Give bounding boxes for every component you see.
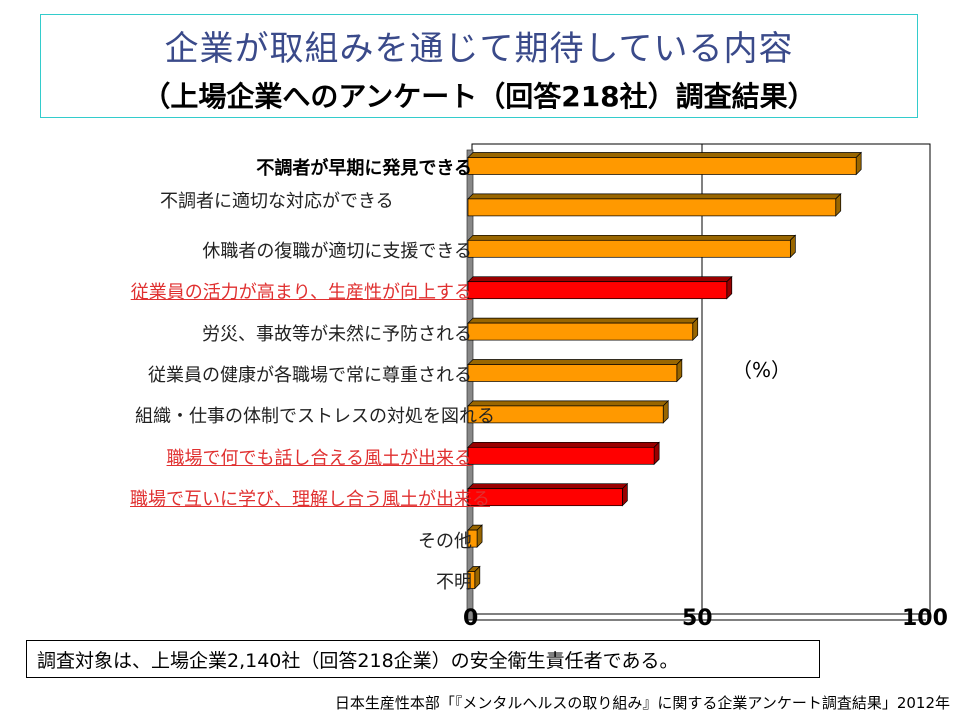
bar — [467, 441, 660, 466]
bar-top — [467, 152, 863, 158]
survey-note: 調査対象は、上場企業2,140社（回答218企業）の安全衛生責任者である。 — [26, 640, 820, 678]
bar-front — [467, 405, 664, 424]
category-label: 不明 — [436, 572, 472, 593]
bar-front — [467, 198, 837, 217]
unit-label: （%） — [732, 358, 792, 382]
bar — [467, 151, 863, 176]
bar-front — [467, 571, 476, 589]
bar-front — [467, 488, 623, 507]
x-tick-label: 100 — [902, 606, 948, 631]
bar — [467, 317, 699, 341]
category-label: 不調者が早期に発見できる — [256, 158, 472, 179]
bar — [467, 275, 733, 300]
category-label[interactable]: 職場で互いに学び、理解し合う風土が出来る — [130, 489, 490, 511]
bar — [467, 400, 670, 424]
title-box: 企業が取組みを通じて期待している内容 （上場企業へのアンケート（回答218社）調… — [40, 14, 918, 118]
bar-top — [467, 317, 699, 324]
page-title: 企業が取組みを通じて期待している内容 — [164, 29, 794, 69]
bar — [467, 358, 683, 383]
bar — [467, 524, 483, 548]
page-subtitle: （上場企業へのアンケート（回答218社）調査結果） — [142, 80, 816, 113]
bar-top — [467, 400, 670, 407]
bar-front — [467, 281, 728, 300]
bar — [467, 565, 481, 590]
bar-front — [467, 446, 655, 465]
category-label: その他 — [418, 530, 472, 552]
bar — [467, 482, 629, 507]
bar-front — [467, 529, 478, 548]
x-tick-label: 50 — [682, 606, 713, 631]
category-label: 不調者に適切な対応ができる — [160, 191, 394, 213]
x-tick-label: 0 — [463, 606, 479, 631]
bar-front — [467, 157, 857, 175]
bar-front — [467, 239, 791, 258]
bar-top — [467, 276, 733, 283]
bar-top — [467, 483, 629, 490]
category-label: 労災、事故等が未然に予防される — [202, 323, 472, 345]
category-label[interactable]: 従業員の活力が高まり、生産性が向上する — [130, 282, 472, 304]
bar-top — [467, 441, 660, 448]
category-label: 組織・仕事の体制でストレスの対処を図れる — [135, 406, 495, 428]
bar-top — [467, 234, 797, 241]
bar — [467, 193, 842, 217]
category-label: 従業員の健康が各職場で常に尊重される — [148, 365, 472, 386]
category-label: 休職者の復職が適切に支援できる — [202, 240, 472, 262]
bar — [467, 234, 797, 259]
source-citation: 日本生産性本部「『メンタルヘルスの取り組み』に関する企業アンケート調査結果」20… — [334, 694, 950, 712]
bar-top — [467, 359, 683, 365]
bar-front — [467, 322, 694, 341]
bar-front — [467, 364, 678, 382]
category-label[interactable]: 職場で何でも話し合える風土が出来る — [166, 447, 472, 469]
bar-top — [467, 193, 842, 200]
